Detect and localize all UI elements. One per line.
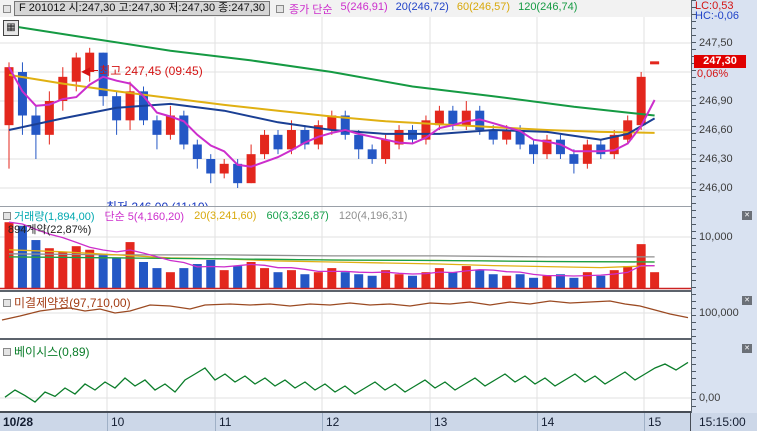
- high-annotation: ◀ 최고 247,45 (09:45): [81, 64, 203, 78]
- current-time-label: 15:15:00: [699, 415, 746, 429]
- price-axis-label: 246,90: [699, 95, 733, 107]
- panel-divider: [0, 338, 757, 340]
- hour-label: 14: [541, 415, 555, 429]
- panel-divider: [0, 290, 757, 292]
- time-gridline: [322, 413, 323, 431]
- bullet-icon: [3, 212, 11, 220]
- lc-value: LC:0,53: [695, 0, 734, 12]
- basis-label: 베이시스(0,89): [0, 343, 90, 360]
- volume-legend: 거래량(1,894,00) 단순 5(4,160,20) 20(3,241,60…: [0, 208, 407, 224]
- open-interest-label: 미결제약정(97,710,00): [0, 294, 131, 311]
- bullet-icon: [3, 347, 11, 356]
- price-axis-label: 246,60: [699, 124, 733, 136]
- hour-label: 15: [648, 415, 662, 429]
- close-icon[interactable]: ✕: [742, 211, 752, 220]
- volume-ma120: 120(4,196,31): [338, 210, 408, 222]
- close-icon[interactable]: ✕: [742, 344, 752, 353]
- volume-bars-chart[interactable]: [0, 207, 691, 290]
- time-gridline: [107, 413, 108, 431]
- contracts-label: 894계약(22,87%): [8, 224, 92, 236]
- topbar: F 201012 시:247,30 고:247,30 저:247,30 종:24…: [0, 0, 691, 18]
- hour-label: 11: [219, 415, 232, 429]
- hour-label: 10: [111, 415, 125, 429]
- symbol-ohlc-box[interactable]: F 201012 시:247,30 고:247,30 저:247,30 종:24…: [14, 1, 270, 16]
- price-chart-panel[interactable]: ▦ ◀최고 247,45 (09:45) 최저 246,00 (11:10)→: [0, 17, 691, 214]
- time-axis[interactable]: 10/28 15:15:00 10 11 12 13 14 15: [0, 413, 757, 431]
- hour-label: 13: [434, 415, 448, 429]
- price-axis-label: 246,30: [699, 153, 733, 165]
- hour-label: 12: [326, 415, 340, 429]
- hc-value: HC:-0,06: [695, 10, 740, 22]
- legend-ma120: 120(246,74): [518, 0, 578, 13]
- open-interest-panel[interactable]: 미결제약정(97,710,00): [0, 292, 691, 338]
- time-gridline: [430, 413, 431, 431]
- basis-chart[interactable]: [0, 340, 691, 412]
- legend-close-simple: 종가 단순: [289, 3, 333, 16]
- bullet-icon: [3, 298, 11, 307]
- open-interest-chart[interactable]: [0, 292, 691, 338]
- volume-axis-label: 10,000: [699, 231, 733, 243]
- current-change-label: 0,06%: [697, 68, 729, 80]
- lc-hc-readout: LC:0,53 HC:-0,06: [695, 0, 740, 22]
- grid-settings-icon[interactable]: ▦: [3, 20, 19, 36]
- legend-ma20: 20(246,72): [395, 0, 449, 13]
- price-axis-label: 247,50: [699, 37, 733, 49]
- time-gridline: [215, 413, 216, 431]
- time-gridline: [644, 413, 645, 431]
- bullet-icon: [276, 4, 284, 13]
- oi-axis-label: 100,000: [699, 307, 739, 319]
- panel-divider: [0, 206, 757, 207]
- volume-ma5: 단순 5(4,160,20): [104, 211, 185, 223]
- time-gridline: [537, 413, 538, 431]
- bullet-icon: [3, 4, 11, 13]
- basis-axis-label: 0,00: [699, 392, 721, 404]
- current-price-badge: 247,30: [694, 55, 746, 68]
- close-icon[interactable]: ✕: [742, 296, 752, 305]
- volume-ma20: 20(3,241,60): [194, 210, 257, 222]
- arrow-left-icon: ◀: [81, 64, 91, 78]
- volume-label: 거래량(1,894,00): [14, 211, 95, 223]
- volume-panel[interactable]: 거래량(1,894,00) 단순 5(4,160,20) 20(3,241,60…: [0, 207, 691, 290]
- timebar-divider: [0, 411, 757, 413]
- date-label: 10/28: [3, 415, 34, 429]
- legend-ma60: 60(246,57): [456, 0, 511, 13]
- time-axis-divider: [690, 413, 691, 431]
- candlestick-chart[interactable]: [0, 17, 691, 206]
- price-axis-label: 246,00: [699, 182, 733, 194]
- price-ma-legend: 종가 단순 5(246,91) 20(246,72) 60(246,57) 12…: [289, 1, 577, 17]
- volume-ma60: 60(3,326,87): [266, 210, 329, 222]
- legend-ma5: 5(246,91): [340, 0, 388, 13]
- basis-panel[interactable]: 베이시스(0,89): [0, 340, 691, 412]
